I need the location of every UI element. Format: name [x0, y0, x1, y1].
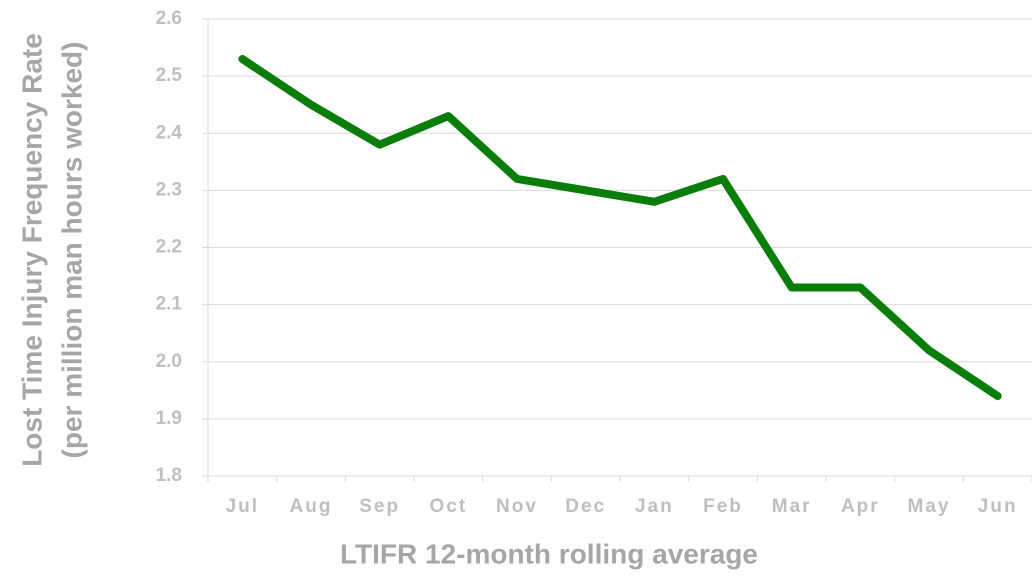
y-tick-label: 2.3 [156, 179, 182, 200]
y-tick-label: 1.8 [156, 465, 182, 486]
y-tick-label: 1.9 [156, 408, 182, 429]
y-tick-label: 2.0 [156, 351, 182, 372]
y-tick-label: 2.5 [156, 65, 183, 86]
x-tick-label: Nov [496, 496, 538, 517]
x-tick-label: Apr [841, 496, 880, 517]
x-tick-label: Feb [703, 496, 743, 517]
x-tick-label: Aug [290, 496, 333, 517]
data-line [238, 54, 1002, 401]
x-tick-label: Dec [565, 496, 606, 517]
y-tick-label: 2.4 [156, 122, 183, 143]
x-tick-label: Mar [772, 496, 812, 517]
y-tick-label: 2.2 [156, 237, 182, 258]
x-tick-label: May [908, 496, 951, 517]
x-tick-label: Oct [429, 496, 467, 517]
x-axis-label: LTIFR 12-month rolling average [340, 538, 758, 569]
y-axis-label: (per million man hours worked) [56, 42, 87, 459]
y-tick-label: 2.1 [156, 294, 183, 315]
x-tick-label: Jun [978, 496, 1018, 517]
y-tick-label: 2.6 [156, 8, 182, 29]
x-tick-label: Jan [635, 496, 674, 517]
x-tick-label: Jul [226, 496, 259, 517]
y-axis-label: Lost Time Injury Frequency Rate [16, 33, 47, 467]
x-tick-label: Sep [359, 496, 400, 517]
